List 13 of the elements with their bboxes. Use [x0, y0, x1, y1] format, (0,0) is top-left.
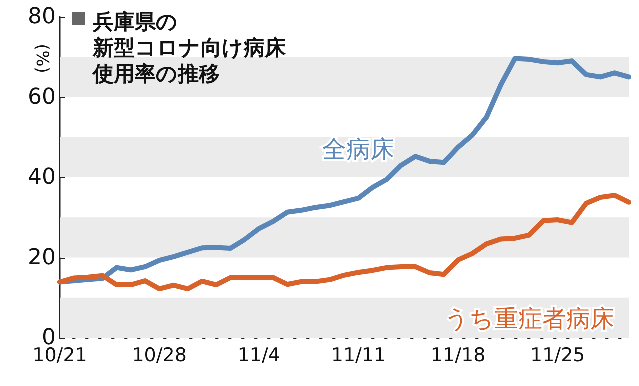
x-tick-label: 10/28	[132, 344, 187, 366]
y-axis-title: (%)	[32, 44, 52, 74]
y-tick-label: 20	[28, 245, 56, 270]
x-tick-label: 11/4	[238, 344, 280, 366]
y-tick-label: 60	[28, 84, 56, 110]
series-label: 全病床	[322, 136, 395, 164]
series-label: うち重症者病床	[444, 305, 614, 334]
x-tick-label: 11/18	[430, 344, 486, 366]
y-tick-label: 80	[28, 4, 56, 30]
x-tick-label: 11/25	[530, 344, 586, 366]
x-tick-label: 11/11	[331, 344, 386, 366]
text: 兵庫県の新型コロナ向け病床使用率の推移	[92, 10, 287, 86]
y-tick-label: 40	[28, 165, 56, 190]
